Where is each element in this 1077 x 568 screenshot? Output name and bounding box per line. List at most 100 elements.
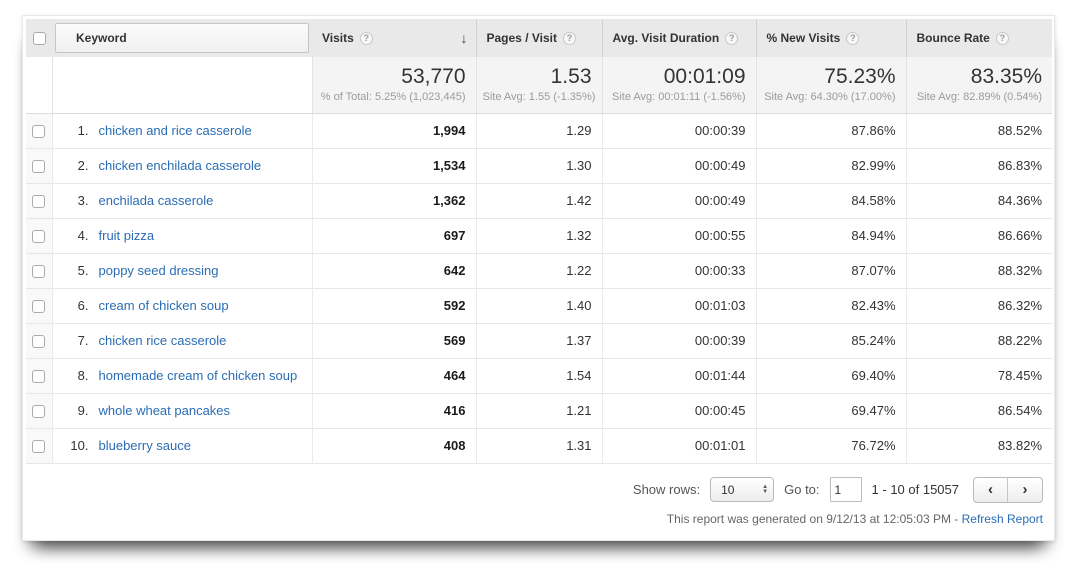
- keyword-link[interactable]: chicken enchilada casserole: [98, 158, 262, 173]
- keyword-link[interactable]: enchilada casserole: [98, 193, 214, 208]
- row-rank: 9.: [77, 403, 89, 418]
- row-checkbox-cell: [26, 427, 53, 463]
- summary-avg-visit-duration-value: 00:01:09: [663, 64, 746, 88]
- report-generated-text: This report was generated on 9/12/13 at …: [666, 511, 962, 526]
- row-checkbox[interactable]: [32, 300, 46, 314]
- table-row: 1. chicken and rice casserole 1,994 1.29 …: [26, 112, 1052, 148]
- bounce-rate-value: 86.66%: [906, 217, 1052, 253]
- goto-label: Go to:: [784, 482, 820, 497]
- keyword-cell: 2. chicken enchilada casserole: [52, 147, 313, 183]
- keyword-report-table: Keyword Visits ? ↓ Pages / Visit ?: [26, 19, 1052, 464]
- keyword-link[interactable]: blueberry sauce: [98, 438, 192, 453]
- summary-bounce-rate-value: 83.35%: [970, 64, 1042, 88]
- visits-value: 592: [312, 287, 477, 323]
- keyword-cell: 10. blueberry sauce: [52, 427, 313, 463]
- row-rank: 1.: [77, 123, 89, 138]
- pct-new-visits-help-icon[interactable]: ?: [846, 31, 860, 45]
- row-rank: 4.: [77, 228, 89, 243]
- avg-visit-duration-value: 00:00:39: [602, 322, 757, 358]
- keyword-link[interactable]: homemade cream of chicken soup: [98, 368, 298, 383]
- summary-bounce-rate-cell: 83.35% Site Avg: 82.89% (0.54%): [906, 57, 1052, 114]
- keyword-link[interactable]: whole wheat pancakes: [98, 403, 231, 418]
- row-checkbox[interactable]: [32, 405, 46, 419]
- visits-value: 416: [312, 392, 477, 428]
- table-row: 8. homemade cream of chicken soup 464 1.5…: [26, 357, 1052, 393]
- pages-per-visit-value: 1.32: [476, 217, 603, 253]
- keyword-link[interactable]: chicken and rice casserole: [98, 123, 252, 138]
- summary-checkbox-cell: [26, 57, 53, 114]
- show-rows-value: 10: [721, 482, 735, 497]
- previous-page-button[interactable]: ‹: [974, 477, 1008, 502]
- bounce-rate-header-label: Bounce Rate: [916, 31, 990, 45]
- row-rank: 6.: [77, 298, 89, 313]
- avg-visit-duration-header-label: Avg. Visit Duration: [612, 31, 720, 45]
- bounce-rate-column-header[interactable]: Bounce Rate ?: [906, 19, 1052, 57]
- pct-new-visits-value: 85.24%: [756, 322, 907, 358]
- summary-pages-per-visit-cell: 1.53 Site Avg: 1.55 (-1.35%): [476, 57, 603, 114]
- show-rows-label: Show rows:: [632, 482, 701, 497]
- avg-visit-duration-value: 00:00:55: [602, 217, 757, 253]
- keyword-cell: 5. poppy seed dressing: [52, 252, 313, 288]
- row-checkbox[interactable]: [32, 160, 46, 174]
- chevron-left-icon: ‹: [988, 481, 993, 498]
- pages-per-visit-value: 1.40: [476, 287, 603, 323]
- summary-pct-new-visits-subtext: Site Avg: 64.30% (17.00%): [764, 90, 896, 103]
- pages-per-visit-value: 1.21: [476, 392, 603, 428]
- row-checkbox-cell: [26, 182, 53, 218]
- row-checkbox[interactable]: [32, 195, 46, 209]
- avg-visit-duration-help-icon[interactable]: ?: [725, 31, 739, 45]
- visits-value: 1,994: [312, 112, 477, 148]
- row-checkbox[interactable]: [32, 230, 46, 244]
- visits-value: 642: [312, 252, 477, 288]
- row-rank: 2.: [77, 158, 89, 173]
- summary-pct-new-visits-cell: 75.23% Site Avg: 64.30% (17.00%): [756, 57, 907, 114]
- keyword-dimension-button[interactable]: Keyword: [55, 23, 309, 53]
- show-rows-dropdown[interactable]: 10 ▲ ▼: [710, 477, 775, 502]
- summary-visits-cell: 53,770 % of Total: 5.25% (1,023,445): [312, 57, 477, 114]
- avg-visit-duration-column-header[interactable]: Avg. Visit Duration ?: [602, 19, 757, 57]
- table-row: 3. enchilada casserole 1,362 1.42 00:00:4…: [26, 182, 1052, 218]
- table-row: 4. fruit pizza 697 1.32 00:00:55 84.94% 8…: [26, 217, 1052, 253]
- table-row: 9. whole wheat pancakes 416 1.21 00:00:45…: [26, 392, 1052, 428]
- bounce-rate-value: 86.54%: [906, 392, 1052, 428]
- goto-page-input[interactable]: [829, 477, 862, 502]
- visits-value: 408: [312, 427, 477, 463]
- row-checkbox[interactable]: [32, 125, 46, 139]
- select-all-checkbox[interactable]: [32, 32, 46, 46]
- keyword-cell: 7. chicken rice casserole: [52, 322, 313, 358]
- visits-help-icon[interactable]: ?: [359, 31, 373, 45]
- chevron-right-icon: ›: [1022, 481, 1028, 498]
- table-row: 2. chicken enchilada casserole 1,534 1.30…: [26, 147, 1052, 183]
- row-checkbox[interactable]: [32, 370, 46, 384]
- table-row: 10. blueberry sauce 408 1.31 00:01:01 76.…: [26, 427, 1052, 463]
- pages-per-visit-value: 1.29: [476, 112, 603, 148]
- keyword-link[interactable]: poppy seed dressing: [98, 263, 219, 278]
- keyword-link[interactable]: chicken rice casserole: [98, 333, 227, 348]
- row-rank: 7.: [77, 333, 89, 348]
- row-rank: 3.: [77, 193, 89, 208]
- pages-per-visit-value: 1.54: [476, 357, 603, 393]
- summary-avg-visit-duration-subtext: Site Avg: 00:01:11 (-1.56%): [611, 90, 746, 103]
- pagination-bar: Show rows: 10 ▲ ▼ Go to: 1 - 10 of 15057…: [26, 476, 1051, 504]
- refresh-report-link[interactable]: Refresh Report: [961, 511, 1043, 526]
- pages-per-visit-help-icon[interactable]: ?: [562, 31, 576, 45]
- keyword-link[interactable]: fruit pizza: [98, 228, 155, 243]
- visits-column-header[interactable]: Visits ? ↓: [312, 19, 477, 57]
- pages-per-visit-column-header[interactable]: Pages / Visit ?: [476, 19, 603, 57]
- visits-header-label: Visits: [322, 31, 354, 45]
- pct-new-visits-column-header[interactable]: % New Visits ?: [756, 19, 907, 57]
- visits-value: 697: [312, 217, 477, 253]
- summary-visits-subtext: % of Total: 5.25% (1,023,445): [320, 90, 466, 103]
- row-checkbox[interactable]: [32, 335, 46, 349]
- keyword-link[interactable]: cream of chicken soup: [98, 298, 229, 313]
- keyword-cell: 8. homemade cream of chicken soup: [52, 357, 313, 393]
- row-checkbox[interactable]: [32, 265, 46, 279]
- row-checkbox[interactable]: [32, 440, 46, 454]
- select-all-cell: [26, 19, 52, 57]
- pct-new-visits-value: 84.58%: [756, 182, 907, 218]
- next-page-button[interactable]: ›: [1008, 478, 1042, 502]
- summary-avg-visit-duration-cell: 00:01:09 Site Avg: 00:01:11 (-1.56%): [602, 57, 757, 114]
- pages-per-visit-value: 1.31: [476, 427, 603, 463]
- bounce-rate-help-icon[interactable]: ?: [995, 31, 1009, 45]
